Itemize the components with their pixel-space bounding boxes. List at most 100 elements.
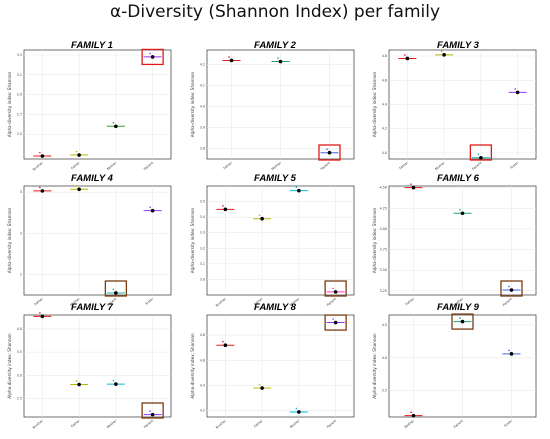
y-tick-label: 3.9 bbox=[200, 126, 205, 130]
panel-family-9: FAMILY 9 3.5 4.0 4.5 Alpha-diversity index: … bbox=[372, 302, 537, 429]
x-tick-label: Patient bbox=[143, 418, 155, 429]
y-tick-label: 3.1 bbox=[200, 262, 205, 266]
y-tick-label: 2.7 bbox=[17, 112, 22, 116]
y-tick-label: 3.50 bbox=[380, 268, 387, 272]
x-tick-label: Mother bbox=[106, 418, 118, 429]
jitter-point-patient bbox=[508, 285, 510, 288]
x-tick-label: Father bbox=[253, 296, 264, 306]
y-axis-label: Alpha-diversity index: Shannon bbox=[372, 333, 377, 399]
panel-title: FAMILY 2 bbox=[254, 40, 297, 51]
jitter-point-mother bbox=[112, 122, 115, 124]
y-tick-label: 2.5 bbox=[17, 396, 22, 400]
panel-title: FAMILY 9 bbox=[437, 302, 480, 313]
x-tick-label: Mother bbox=[106, 160, 118, 171]
panel-title: FAMILY 5 bbox=[254, 173, 297, 184]
x-tick-label: Brother bbox=[32, 160, 45, 171]
patient-highlight-box bbox=[141, 402, 164, 419]
x-tick-label: Father bbox=[33, 296, 44, 306]
jitter-point-patient bbox=[112, 288, 115, 291]
data-point-brother bbox=[223, 207, 228, 212]
jitter-point-father bbox=[39, 186, 41, 189]
jitter-point-mother bbox=[112, 379, 115, 382]
y-axis-label: Alpha-diversity index: Shannon bbox=[190, 207, 195, 273]
y-tick-label: 3.3 bbox=[17, 53, 22, 57]
jitter-point-brother bbox=[222, 205, 224, 207]
x-tick-label: Sister bbox=[144, 296, 154, 306]
jitter-point-patient bbox=[326, 148, 328, 151]
jitter-point-father bbox=[75, 380, 78, 382]
panel-family-6: FAMILY 6 3.25 3.50 3.75 4.00 4.25 4.50 Alpha-di… bbox=[372, 173, 537, 307]
panel-family-2: FAMILY 2 3.8 3.9 4.0 4.1 4.2 Alpha-diversity i… bbox=[190, 40, 355, 171]
x-tick-label: Brother bbox=[215, 418, 228, 429]
data-point-patient bbox=[333, 320, 338, 325]
y-tick-label: 3.0 bbox=[17, 373, 22, 377]
y-tick-label: 2 bbox=[20, 272, 22, 276]
jitter-point-mother bbox=[440, 50, 443, 53]
panel-title: FAMILY 6 bbox=[437, 173, 480, 184]
data-point-father bbox=[229, 58, 234, 63]
y-tick-label: 3.0 bbox=[200, 277, 205, 281]
x-tick-label: Patient bbox=[502, 296, 514, 307]
y-tick-label: 3.4 bbox=[200, 215, 205, 219]
x-tick-label: Father bbox=[70, 160, 81, 170]
patient-highlight-box bbox=[451, 313, 474, 330]
data-point-father bbox=[77, 153, 81, 157]
y-tick-label: 3.75 bbox=[380, 248, 387, 252]
data-point-brother bbox=[40, 154, 45, 158]
y-tick-label: 3 bbox=[20, 231, 22, 235]
y-tick-label: 4.6 bbox=[382, 78, 387, 82]
data-point-father bbox=[405, 56, 410, 61]
y-tick-label: 3.25 bbox=[380, 289, 387, 293]
data-point-patient bbox=[150, 412, 155, 417]
x-tick-label: Father bbox=[70, 418, 81, 428]
panel-family-3: FAMILY 3 4.0 4.2 4.4 4.6 4.8 Alpha-diversity i… bbox=[372, 40, 537, 171]
data-point-father bbox=[411, 185, 416, 190]
y-tick-label: 3.8 bbox=[200, 147, 205, 151]
jitter-point-patient bbox=[149, 410, 151, 412]
x-tick-label: Patient bbox=[326, 418, 338, 429]
jitter-point-father bbox=[410, 183, 412, 185]
patient-highlight-box bbox=[324, 280, 347, 297]
patient-highlight-box bbox=[318, 144, 341, 161]
jitter-point-sister bbox=[508, 349, 510, 352]
x-tick-label: Mother bbox=[404, 418, 416, 429]
panel-family-1: FAMILY 1 2.5 2.7 2.9 3.1 3.3 Alpha-diversity i… bbox=[7, 40, 172, 172]
x-tick-label: Mother bbox=[69, 296, 81, 307]
data-point-patient bbox=[327, 150, 332, 155]
panel-title: FAMILY 8 bbox=[254, 302, 297, 313]
jitter-point-father bbox=[228, 56, 230, 58]
x-tick-label: Mother bbox=[289, 418, 301, 429]
patient-highlight-box bbox=[469, 144, 493, 161]
y-tick-label: 3.2 bbox=[200, 246, 205, 250]
x-tick-label: Mother bbox=[453, 296, 465, 307]
x-tick-label: Patient bbox=[320, 160, 332, 171]
x-tick-label: Patient bbox=[471, 160, 483, 171]
data-point-mother bbox=[114, 382, 118, 386]
data-point-brother bbox=[40, 314, 45, 319]
plot-area bbox=[206, 314, 355, 418]
x-tick-label: Brother bbox=[215, 296, 228, 307]
y-axis-label: Alpha-diversity index: Shannon bbox=[7, 207, 12, 273]
x-tick-label: Brother bbox=[32, 418, 45, 429]
y-axis-label: Alpha-diversity index: Shannon bbox=[7, 333, 12, 399]
jitter-point-patient bbox=[332, 318, 334, 320]
plot-area bbox=[23, 49, 172, 160]
x-tick-label: Father bbox=[405, 296, 416, 306]
data-point-father bbox=[260, 386, 264, 390]
data-point-mother bbox=[411, 413, 416, 418]
y-tick-label: 3.5 bbox=[382, 389, 387, 393]
x-tick-label: Mother bbox=[434, 160, 446, 171]
jitter-point-father bbox=[404, 54, 406, 56]
jitter-point-mother bbox=[459, 208, 461, 211]
panel-title: FAMILY 3 bbox=[437, 40, 480, 51]
jitter-point-patient bbox=[149, 52, 151, 55]
y-tick-label: 4.2 bbox=[382, 127, 387, 131]
x-tick-label: Mother bbox=[271, 160, 283, 171]
jitter-point-mother bbox=[277, 57, 279, 59]
y-tick-label: 3.3 bbox=[200, 231, 205, 235]
x-tick-label: Patient bbox=[106, 296, 118, 307]
jitter-point-mother bbox=[410, 411, 412, 413]
y-tick-label: 4.4 bbox=[200, 384, 205, 388]
jitter-point-mother bbox=[295, 186, 298, 188]
